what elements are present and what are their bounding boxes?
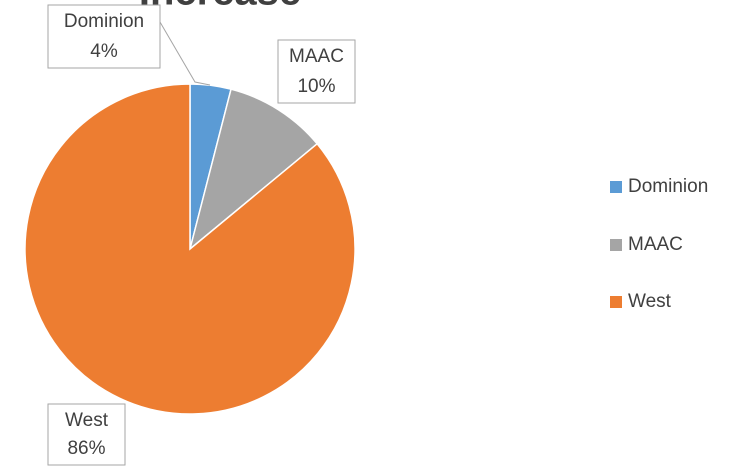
data-label-name: Dominion [64,11,144,32]
chart-title: Increase [139,0,301,14]
legend-swatch [610,181,622,193]
leader-line [159,21,211,86]
data-label-value: 4% [90,41,118,62]
data-label-value: 86% [67,438,105,459]
label-box [47,4,161,69]
data-label-name: West [65,410,109,431]
legend-label: West [628,291,672,312]
legend-swatch [610,239,622,251]
label-box [47,403,126,466]
legend-label: Dominion [628,176,708,197]
label-box [277,39,356,104]
data-label-name: MAAC [289,46,344,67]
legend-label: MAAC [628,234,683,255]
pie-slice [188,88,319,252]
legend-swatch [610,296,622,308]
pie-slice [24,83,356,415]
data-label-value: 10% [297,76,335,97]
